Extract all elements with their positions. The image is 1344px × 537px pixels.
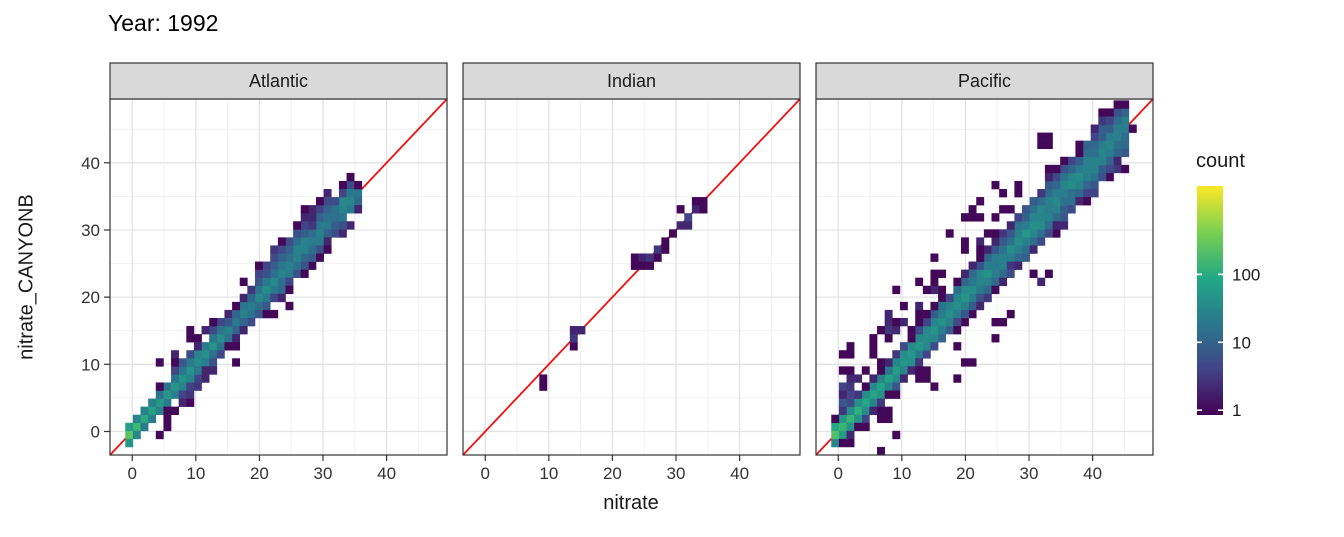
x-tick-label: 40 bbox=[1083, 464, 1102, 483]
x-tick-label: 30 bbox=[1020, 464, 1039, 483]
bins-layer bbox=[125, 172, 363, 448]
facet-strip-label-atlantic: Atlantic bbox=[248, 71, 309, 91]
facet-strip bbox=[815, 62, 1154, 100]
x-tick-label: 30 bbox=[314, 464, 333, 483]
facet-strip bbox=[462, 62, 801, 100]
bins-layer bbox=[539, 197, 708, 391]
legend-colorbar bbox=[1197, 186, 1223, 415]
facet-strip-label-indian: Indian bbox=[606, 71, 657, 91]
bins-layer bbox=[831, 100, 1137, 456]
y-tick-label: 30 bbox=[81, 221, 100, 240]
x-tick-label: 0 bbox=[481, 464, 490, 483]
x-tick-label: 40 bbox=[377, 464, 396, 483]
chart-title: Year: 1992 bbox=[108, 10, 219, 36]
legend-tick-label: 10 bbox=[1232, 333, 1251, 352]
x-tick-label: 10 bbox=[539, 464, 558, 483]
x-tick-label: 20 bbox=[603, 464, 622, 483]
identity-line bbox=[462, 98, 801, 456]
x-tick-label: 10 bbox=[892, 464, 911, 483]
x-tick-label: 40 bbox=[730, 464, 749, 483]
x-tick-label: 0 bbox=[128, 464, 137, 483]
x-tick-label: 10 bbox=[186, 464, 205, 483]
facet-strip bbox=[109, 62, 448, 100]
facet-panel-pacific: 0 10 20 30 40 bbox=[815, 62, 1154, 483]
y-tick-label: 10 bbox=[81, 355, 100, 374]
facet-panel-indian: 0 10 20 30 40 bbox=[462, 62, 801, 483]
legend-tick-label: 100 bbox=[1232, 265, 1260, 284]
facet-strip-label-pacific: Pacific bbox=[957, 71, 1011, 91]
legend-title: count bbox=[1196, 150, 1245, 172]
y-tick-label: 40 bbox=[81, 154, 100, 173]
x-axis-title: nitrate bbox=[603, 492, 659, 514]
y-tick-label: 20 bbox=[81, 288, 100, 307]
x-tick-label: 0 bbox=[834, 464, 843, 483]
x-tick-label: 30 bbox=[667, 464, 686, 483]
facet-panel-atlantic: 0 10 20 30 40 0 10 20 30 40 bbox=[81, 62, 448, 483]
legend-tick-label: 1 bbox=[1232, 401, 1241, 420]
y-axis-title: nitrate_CANYONB bbox=[15, 194, 38, 360]
x-tick-label: 20 bbox=[250, 464, 269, 483]
x-tick-label: 20 bbox=[956, 464, 975, 483]
y-tick-label: 0 bbox=[91, 422, 100, 441]
